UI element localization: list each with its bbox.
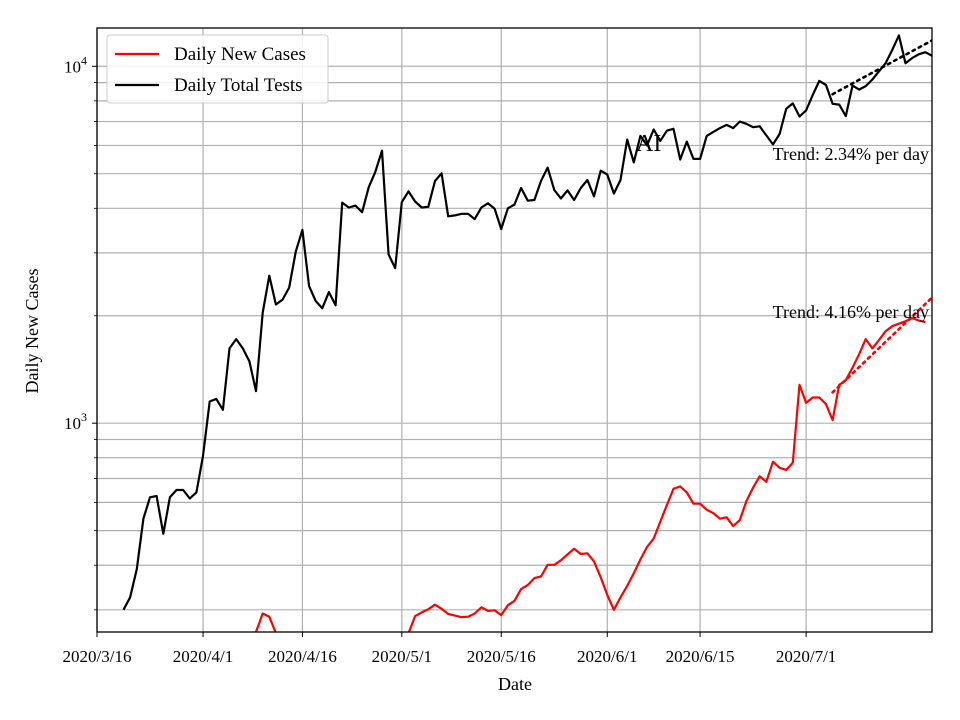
- trend-annotation-tests: Trend: 2.34% per day: [773, 144, 929, 164]
- y-tick-label: 104: [64, 53, 87, 76]
- legend-label-cases: Daily New Cases: [174, 44, 306, 65]
- x-tick-label: 2020/6/15: [666, 647, 735, 666]
- series-line-tests: [122, 34, 932, 611]
- trend-lines: [831, 39, 932, 394]
- legend: Daily New Cases Daily Total Tests: [106, 34, 329, 104]
- series-line-cases: [254, 612, 277, 632]
- x-axis-ticks: 2020/3/16 2020/4/1 2020/4/16 2020/5/1 2020/5…: [63, 632, 836, 666]
- x-tick-label: 2020/4/16: [268, 647, 337, 666]
- x-tick-label: 2020/7/1: [776, 647, 836, 666]
- x-tick-label: 2020/6/1: [577, 647, 637, 666]
- plot-frame: [96, 27, 933, 633]
- x-tick-label: 2020/3/16: [63, 647, 132, 666]
- y-axis-ticks: 103 104: [64, 53, 97, 611]
- series-line-cases-segment-2: [407, 317, 926, 632]
- x-tick-label: 2020/4/1: [173, 647, 233, 666]
- y-axis-label: Daily New Cases: [22, 269, 42, 394]
- grid-lines: [96, 28, 932, 632]
- x-tick-label: 2020/5/1: [372, 647, 432, 666]
- x-axis-label: Date: [498, 674, 532, 694]
- y-tick-label: 103: [64, 410, 87, 433]
- series-lines: [122, 34, 932, 632]
- trend-line-cases: [831, 296, 932, 394]
- trend-annotation-cases: Trend: 4.16% per day: [773, 302, 929, 322]
- x-tick-label: 2020/5/16: [467, 647, 536, 666]
- trend-line-tests: [831, 39, 932, 96]
- legend-box: [106, 34, 329, 104]
- overlay-watermark-text: AI: [636, 131, 661, 157]
- legend-label-tests: Daily Total Tests: [174, 75, 303, 96]
